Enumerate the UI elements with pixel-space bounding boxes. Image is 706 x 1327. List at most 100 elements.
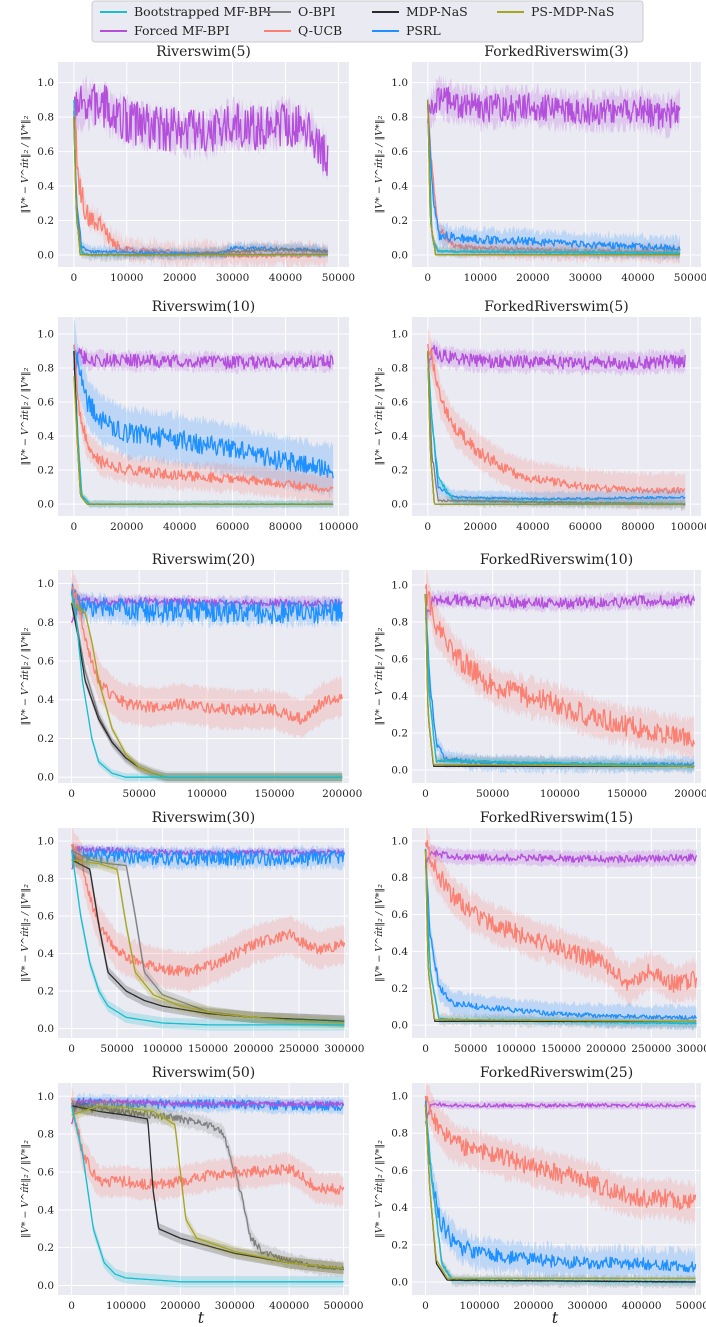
y-tick-label: 0.8 [37,112,54,124]
x-tick-label: 100000 [187,788,227,800]
series-line-forced-mf-bpi [73,347,334,371]
series-line-q-ucb [70,1098,345,1196]
x-tick-label: 40000 [621,272,654,284]
y-tick-label: 0.2 [391,1239,408,1251]
x-tick-label: 20000 [464,521,497,533]
x-tick-label: 300000 [568,1300,608,1312]
y-tick-label: 0.8 [391,616,408,628]
x-tick-label: 300000 [215,1300,255,1312]
panel-forkedriverswim-10: 0 50000 100000 150000 200000 0.0 0.2 0.4 0.6 0.8 1… [374,552,706,800]
series-line-ps-mdp-nas [73,117,328,256]
x-tick-label: 20000 [516,272,549,284]
y-tick-label: 0.6 [391,653,408,665]
series-line-forced-mf-bpi [427,344,686,371]
x-tick-label: 200000 [674,788,706,800]
series-band-psrl [71,576,343,630]
series-band-ps-mdp-nas [71,1100,344,1275]
x-tick-label: 200000 [322,788,362,800]
y-tick-label: 0.4 [37,181,54,193]
y-tick-label: 0.4 [37,431,54,443]
x-tick-label: 150000 [607,788,647,800]
series-band-q-ucb [425,570,695,762]
series-band-q-ucb [71,570,343,739]
y-tick-label: 1.0 [391,77,408,89]
y-tick-label: 1.0 [391,329,408,341]
x-tick-label: 100000 [670,521,706,533]
series-band-o-bpi [71,1097,344,1278]
panel-title: Riverswim(20) [152,552,256,568]
series-group [70,828,346,1031]
y-axis-label: ‖V* − V^π̂t‖₂ / ‖V*‖₂ [374,884,385,982]
legend-label-psrl: PSRL [406,23,441,38]
legend-label-q-ucb: Q-UCB [298,23,342,38]
series-line-psrl [427,351,686,501]
panel-title: ForkedRiverswim(10) [480,552,633,568]
y-tick-label: 0.4 [391,690,408,702]
y-tick-label: 0.6 [391,146,408,158]
x-tick-label: 150000 [541,1043,581,1055]
x-tick-label: 40000 [516,521,549,533]
series-band-forced-mf-bpi [73,75,328,182]
x-tick-label: 20000 [110,521,143,533]
panel-forkedriverswim-25: 0 100000 200000 300000 400000 500000 0.0 0.2 0.4… [374,1065,706,1312]
y-tick-label: 0.6 [37,1166,54,1178]
y-tick-label: 0.0 [391,499,408,511]
panel-riverswim-10: 0 20000 40000 60000 80000 100000 0.0 0.2 0.4 0.6 0… [20,299,358,533]
plot-area [58,62,349,267]
x-tick-label: 0 [68,788,75,800]
series-line-psrl [424,848,698,1020]
x-tick-label: 0 [424,272,431,284]
series-band-forced-mf-bpi [425,844,697,876]
y-tick-label: 0.2 [37,465,54,477]
series-band-forced-mf-bpi [71,843,345,873]
series-group [424,828,698,1031]
series-line-forced-mf-bpi [70,595,343,623]
x-tick-label: 10000 [464,272,497,284]
series-line-forced-mf-bpi [73,83,329,177]
x-tick-label: 50000 [476,788,509,800]
series-group [427,328,686,511]
series-line-ps-mdp-nas [427,99,680,256]
y-tick-label: 0.8 [391,363,408,375]
plot-area [58,1083,349,1295]
y-tick-label: 1.0 [37,77,54,89]
panel-forkedriverswim-3: 0 10000 20000 30000 40000 50000 0.0 0.2 0.4 0.6 0.… [374,44,706,284]
y-tick-label: 0.6 [37,146,54,158]
series-line-bootstrapped-mf-bpi [424,593,695,768]
x-axis-label-left: t [198,1308,205,1327]
panel-title: ForkedRiverswim(15) [480,810,633,826]
y-tick-label: 0.8 [37,617,54,629]
y-tick-label: 0.0 [37,1023,54,1035]
y-tick-label: 0.2 [391,215,408,227]
series-band-psrl [425,587,695,775]
x-tick-label: 0 [68,1300,75,1312]
y-tick-label: 0.6 [391,397,408,409]
x-tick-label: 100000 [318,521,358,533]
y-tick-label: 1.0 [37,1091,54,1103]
y-tick-label: 1.0 [391,579,408,591]
y-tick-label: 0.0 [391,249,408,261]
y-axis-label: ‖V* − V^π̂t‖₂ / ‖V*‖₂ [20,115,31,213]
y-tick-label: 0.0 [37,1280,54,1292]
y-tick-label: 0.0 [37,772,54,784]
x-tick-label: 0 [422,788,429,800]
x-tick-label: 50000 [100,1043,133,1055]
series-band-psrl [73,100,328,261]
panel-title: Riverswim(5) [156,44,251,60]
y-tick-label: 0.0 [37,499,54,511]
y-tick-label: 0.0 [37,249,54,261]
y-tick-label: 0.6 [37,656,54,668]
series-line-forced-mf-bpi [70,1099,344,1125]
y-tick-label: 0.8 [391,112,408,124]
x-tick-label: 50000 [674,272,706,284]
series-line-psrl [427,103,681,252]
y-tick-label: 0.4 [391,1202,408,1214]
y-tick-label: 0.8 [37,1129,54,1141]
panel-title: ForkedRiverswim(3) [484,44,628,60]
x-tick-label: 300000 [324,1043,364,1055]
x-tick-label: 80000 [269,521,302,533]
panel-riverswim-30: 0 50000 100000 150000 200000 250000 300000 0.0 0… [20,810,365,1055]
y-axis-label: ‖V* − V^π̂t‖₂ / ‖V*‖₂ [374,115,385,213]
series-group [70,570,343,783]
series-group [73,75,329,267]
